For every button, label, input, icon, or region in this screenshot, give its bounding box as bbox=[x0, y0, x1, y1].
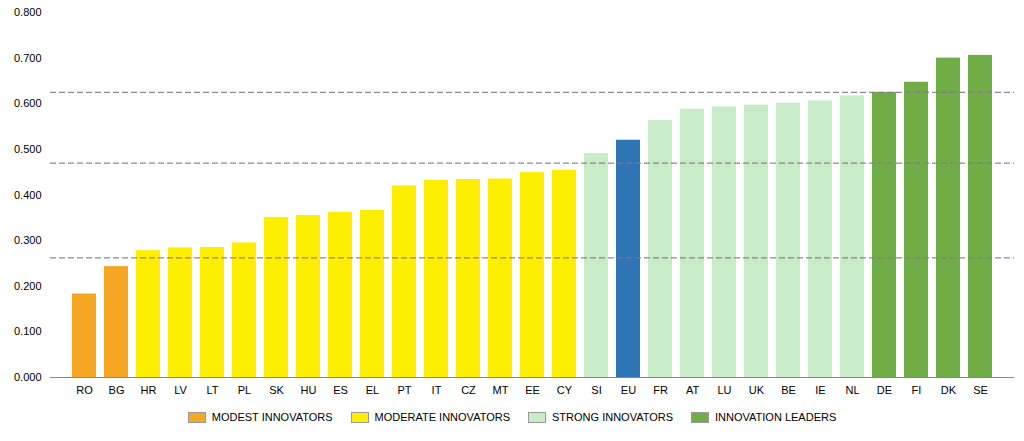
svg-text:CZ: CZ bbox=[461, 384, 476, 396]
svg-text:MT: MT bbox=[493, 384, 509, 396]
svg-text:0.700: 0.700 bbox=[14, 52, 42, 64]
svg-text:CY: CY bbox=[557, 384, 573, 396]
svg-text:FR: FR bbox=[653, 384, 668, 396]
svg-text:DE: DE bbox=[877, 384, 892, 396]
svg-text:0.200: 0.200 bbox=[14, 280, 42, 292]
svg-text:LV: LV bbox=[174, 384, 187, 396]
svg-text:0.600: 0.600 bbox=[14, 97, 42, 109]
svg-text:LU: LU bbox=[717, 384, 731, 396]
svg-text:LT: LT bbox=[206, 384, 218, 396]
svg-text:RO: RO bbox=[76, 384, 93, 396]
svg-text:DK: DK bbox=[941, 384, 957, 396]
svg-text:HR: HR bbox=[141, 384, 157, 396]
svg-text:AT: AT bbox=[686, 384, 700, 396]
svg-text:SK: SK bbox=[269, 384, 284, 396]
svg-text:NL: NL bbox=[845, 384, 859, 396]
html-text:STRONG INNOVATORS: STRONG INNOVATORS bbox=[552, 411, 673, 423]
svg-text:BE: BE bbox=[781, 384, 796, 396]
svg-text:EE: EE bbox=[525, 384, 540, 396]
html-text:MODEST INNOVATORS: MODEST INNOVATORS bbox=[211, 411, 333, 423]
svg-text:0.300: 0.300 bbox=[14, 234, 42, 246]
svg-text:IT: IT bbox=[432, 384, 442, 396]
svg-text:0.000: 0.000 bbox=[14, 371, 42, 383]
svg-text:EU: EU bbox=[621, 384, 636, 396]
svg-text:0.800: 0.800 bbox=[14, 6, 42, 18]
svg-text:EL: EL bbox=[366, 384, 379, 396]
svg-text:0.100: 0.100 bbox=[14, 325, 42, 337]
svg-text:BG: BG bbox=[109, 384, 125, 396]
html-text:INNOVATION LEADERS: INNOVATION LEADERS bbox=[715, 411, 837, 423]
svg-text:SI: SI bbox=[591, 384, 601, 396]
svg-text:0.400: 0.400 bbox=[14, 189, 42, 201]
svg-text:UK: UK bbox=[749, 384, 765, 396]
svg-text:SE: SE bbox=[973, 384, 988, 396]
svg-text:FI: FI bbox=[912, 384, 922, 396]
svg-text:ES: ES bbox=[333, 384, 348, 396]
html-text:MODERATE INNOVATORS: MODERATE INNOVATORS bbox=[374, 411, 510, 423]
svg-text:PL: PL bbox=[238, 384, 251, 396]
svg-text:HU: HU bbox=[301, 384, 317, 396]
svg-text:PT: PT bbox=[397, 384, 411, 396]
svg-text:0.500: 0.500 bbox=[14, 143, 42, 155]
svg-text:IE: IE bbox=[815, 384, 825, 396]
